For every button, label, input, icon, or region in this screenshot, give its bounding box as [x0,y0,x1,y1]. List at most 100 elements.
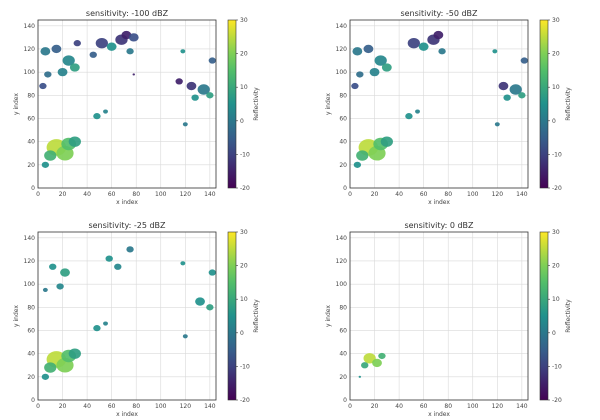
x-tick-label: 40 [83,191,91,198]
echo-cell [381,63,392,72]
chart-title: sensitivity: -25 dBZ [88,221,166,230]
echo-cell [44,71,52,78]
x-tick-label: 60 [108,191,116,198]
x-tick-label: 140 [516,403,528,410]
colorbar-tick-label: 0 [240,118,244,125]
echo-cell [105,255,113,262]
y-tick-label: 0 [31,397,35,404]
echo-cell [405,113,413,120]
echo-cell [361,362,369,369]
y-tick-label: 140 [336,235,348,242]
y-axis-label: y index [13,305,20,327]
colorbar-tick-label: 20 [552,51,560,58]
x-tick-label: 140 [204,191,216,198]
x-tick-label: 100 [155,403,167,410]
colorbar-label: Reflectivity [565,299,572,333]
echo-cell [407,37,420,49]
echo-cell [68,348,81,359]
echo-cell [68,136,81,147]
colorbar-tick-label: -10 [240,151,250,158]
y-tick-label: 120 [24,258,36,265]
y-tick-label: 80 [27,92,35,99]
echo-cell [132,73,135,76]
x-tick-label: 40 [83,403,91,410]
echo-cell [208,269,216,276]
x-axis-label: x index [428,199,450,206]
x-tick-label: 120 [492,191,504,198]
echo-cell [191,94,199,101]
colorbar-tick-label: 30 [552,17,560,24]
y-axis-label: y index [325,93,332,115]
y-tick-label: 20 [339,162,347,169]
colorbar-tick-label: -10 [552,363,562,370]
y-tick-label: 20 [27,374,35,381]
echo-cell [356,150,369,161]
plot-frame [37,231,217,401]
colorbar [227,231,237,401]
echo-cell [433,30,444,40]
echo-cell [93,113,101,120]
echo-cell [103,321,108,326]
x-tick-label: 0 [348,403,352,410]
y-tick-label: 140 [336,23,348,30]
chart-title: sensitivity: -50 dBZ [400,9,478,18]
echo-cell [498,81,509,91]
y-tick-label: 0 [343,397,347,404]
x-tick-label: 100 [155,191,167,198]
echo-cell [126,246,134,253]
echo-cells [41,246,216,380]
echo-cell [121,30,132,40]
x-tick-label: 60 [420,191,428,198]
echo-cell [180,49,186,54]
echo-cell [56,283,64,290]
echo-cell [206,304,214,311]
echo-cell [42,287,48,293]
x-tick-label: 20 [371,191,379,198]
plot-frame [37,19,217,189]
echo-cell [353,161,362,168]
y-tick-label: 40 [339,139,347,146]
echo-cell [356,71,364,78]
echo-cell [520,57,528,64]
x-tick-label: 20 [371,403,379,410]
x-axis-label: x index [116,411,138,418]
y-tick-label: 20 [27,162,35,169]
y-axis-label: y index [325,305,332,327]
echo-cell [186,81,197,91]
echo-cell [51,44,62,54]
y-tick-label: 40 [339,351,347,358]
x-tick-label: 100 [467,191,479,198]
echo-cell [62,55,75,66]
echo-cell [89,51,97,58]
echo-cell [415,109,420,114]
y-tick-label: 0 [31,185,35,192]
colorbar-tick-label: 20 [240,263,248,270]
colorbar-tick-label: -10 [552,151,562,158]
echo-cell [114,263,122,270]
colorbar [539,19,549,189]
colorbar-label: Reflectivity [253,87,260,121]
chart-title: sensitivity: 0 dBZ [404,221,474,230]
echo-cell [40,47,51,56]
echo-cell [44,150,57,161]
colorbar-tick-label: 30 [552,229,560,236]
colorbar-tick-label: 10 [240,84,248,91]
echo-cell [374,55,387,66]
x-tick-label: 0 [348,191,352,198]
echo-cell [208,57,216,64]
echo-cell [369,67,380,77]
y-tick-label: 40 [27,139,35,146]
echo-cell [518,92,526,99]
echo-cell [352,47,363,56]
echo-cell [197,84,210,95]
colorbar-tick-label: 20 [240,51,248,58]
echo-cell [418,42,429,51]
colorbar [227,19,237,189]
x-tick-label: 120 [492,403,504,410]
y-tick-label: 100 [336,281,348,288]
x-tick-label: 20 [59,403,67,410]
